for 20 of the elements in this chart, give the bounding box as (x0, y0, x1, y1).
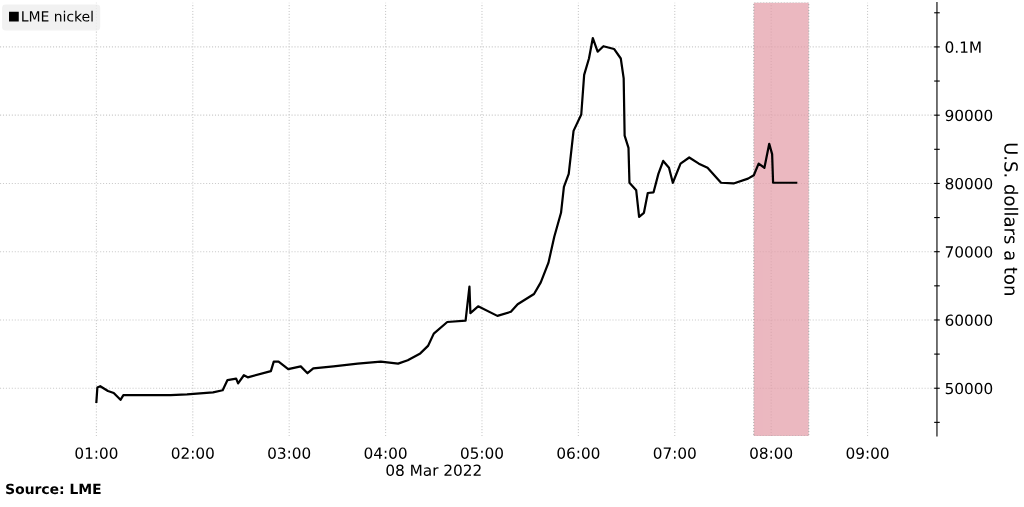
y-tick-label: 0.1M (945, 41, 981, 53)
x-tick-label: 05:00 (460, 447, 503, 459)
source-note: Source: LME (6, 483, 101, 495)
x-axis-title: 08 Mar 2022 (386, 464, 481, 477)
x-tick-label: 03:00 (268, 447, 311, 459)
x-tick-label: 09:00 (846, 447, 889, 459)
x-tick-label: 08:00 (750, 447, 793, 459)
x-tick-label: 07:00 (653, 447, 696, 459)
y-tick-label: 50000 (945, 382, 993, 395)
x-tick-label: 01:00 (75, 447, 118, 459)
y-tick-label: 90000 (945, 109, 993, 122)
line-series (95, 36, 798, 403)
y-tick-label: 60000 (945, 314, 993, 326)
y-tick-label: 80000 (945, 177, 993, 190)
legend-label: LME nickel (22, 10, 93, 22)
x-tick-label: 06:00 (557, 447, 600, 459)
y-tick-label: 70000 (945, 246, 993, 258)
x-tick-label: 04:00 (364, 447, 407, 459)
x-tick-label: 02:00 (171, 447, 214, 459)
y-axis-title: U.S. dollars a ton (1004, 143, 1019, 295)
